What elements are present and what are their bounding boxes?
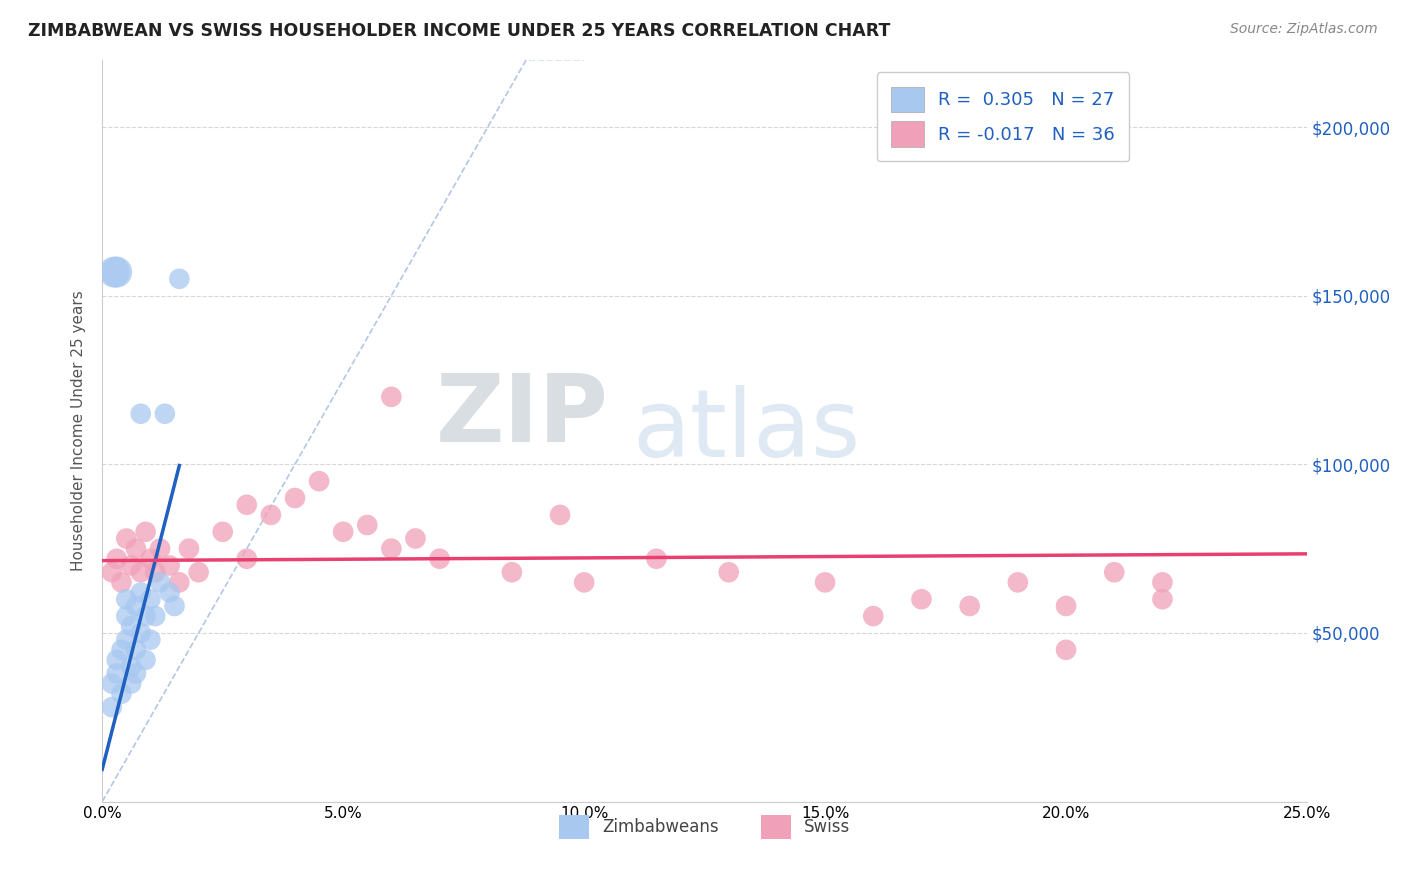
Point — [110, 642, 132, 657]
Point — [153, 407, 176, 421]
Point — [284, 491, 307, 505]
Point — [910, 592, 932, 607]
Y-axis label: Householder Income Under 25 years: Householder Income Under 25 years — [72, 290, 86, 571]
Point — [308, 474, 330, 488]
Point — [236, 498, 259, 512]
Point — [135, 609, 157, 624]
Point — [101, 676, 124, 690]
Point — [115, 532, 138, 546]
Point — [814, 575, 837, 590]
Point — [429, 551, 451, 566]
Point — [177, 541, 200, 556]
Point — [125, 642, 148, 657]
Legend: Zimbabweans, Swiss: Zimbabweans, Swiss — [553, 808, 856, 846]
Point — [129, 407, 152, 421]
Point — [717, 566, 740, 580]
Point — [135, 524, 157, 539]
Point — [143, 566, 166, 580]
Point — [1102, 566, 1125, 580]
Point — [548, 508, 571, 522]
Point — [260, 508, 283, 522]
Point — [149, 575, 172, 590]
Point — [125, 541, 148, 556]
Point — [105, 551, 128, 566]
Text: ZIP: ZIP — [436, 370, 609, 462]
Point — [645, 551, 668, 566]
Point — [105, 265, 128, 279]
Point — [103, 265, 125, 279]
Point — [572, 575, 595, 590]
Point — [120, 659, 142, 673]
Point — [115, 632, 138, 647]
Point — [149, 541, 172, 556]
Point — [129, 585, 152, 599]
Point — [139, 551, 162, 566]
Point — [115, 609, 138, 624]
Point — [101, 566, 124, 580]
Point — [1152, 592, 1174, 607]
Point — [211, 524, 233, 539]
Point — [163, 599, 186, 613]
Point — [120, 619, 142, 633]
Point — [105, 653, 128, 667]
Point — [404, 532, 426, 546]
Point — [143, 609, 166, 624]
Point — [159, 558, 181, 573]
Point — [1007, 575, 1029, 590]
Point — [115, 592, 138, 607]
Point — [356, 518, 378, 533]
Point — [1054, 642, 1077, 657]
Point — [120, 676, 142, 690]
Point — [959, 599, 981, 613]
Point — [129, 566, 152, 580]
Point — [187, 566, 209, 580]
Point — [380, 541, 402, 556]
Text: Source: ZipAtlas.com: Source: ZipAtlas.com — [1230, 22, 1378, 37]
Point — [125, 599, 148, 613]
Point — [1152, 575, 1174, 590]
Point — [332, 524, 354, 539]
Point — [862, 609, 884, 624]
Point — [135, 653, 157, 667]
Point — [236, 551, 259, 566]
Point — [380, 390, 402, 404]
Point — [169, 272, 191, 286]
Point — [110, 575, 132, 590]
Point — [1054, 599, 1077, 613]
Point — [139, 632, 162, 647]
Point — [139, 592, 162, 607]
Point — [101, 700, 124, 714]
Point — [105, 666, 128, 681]
Point — [501, 566, 523, 580]
Point — [129, 626, 152, 640]
Text: atlas: atlas — [633, 384, 860, 476]
Point — [125, 666, 148, 681]
Point — [120, 558, 142, 573]
Text: ZIMBABWEAN VS SWISS HOUSEHOLDER INCOME UNDER 25 YEARS CORRELATION CHART: ZIMBABWEAN VS SWISS HOUSEHOLDER INCOME U… — [28, 22, 890, 40]
Point — [110, 687, 132, 701]
Point — [159, 585, 181, 599]
Point — [169, 575, 191, 590]
